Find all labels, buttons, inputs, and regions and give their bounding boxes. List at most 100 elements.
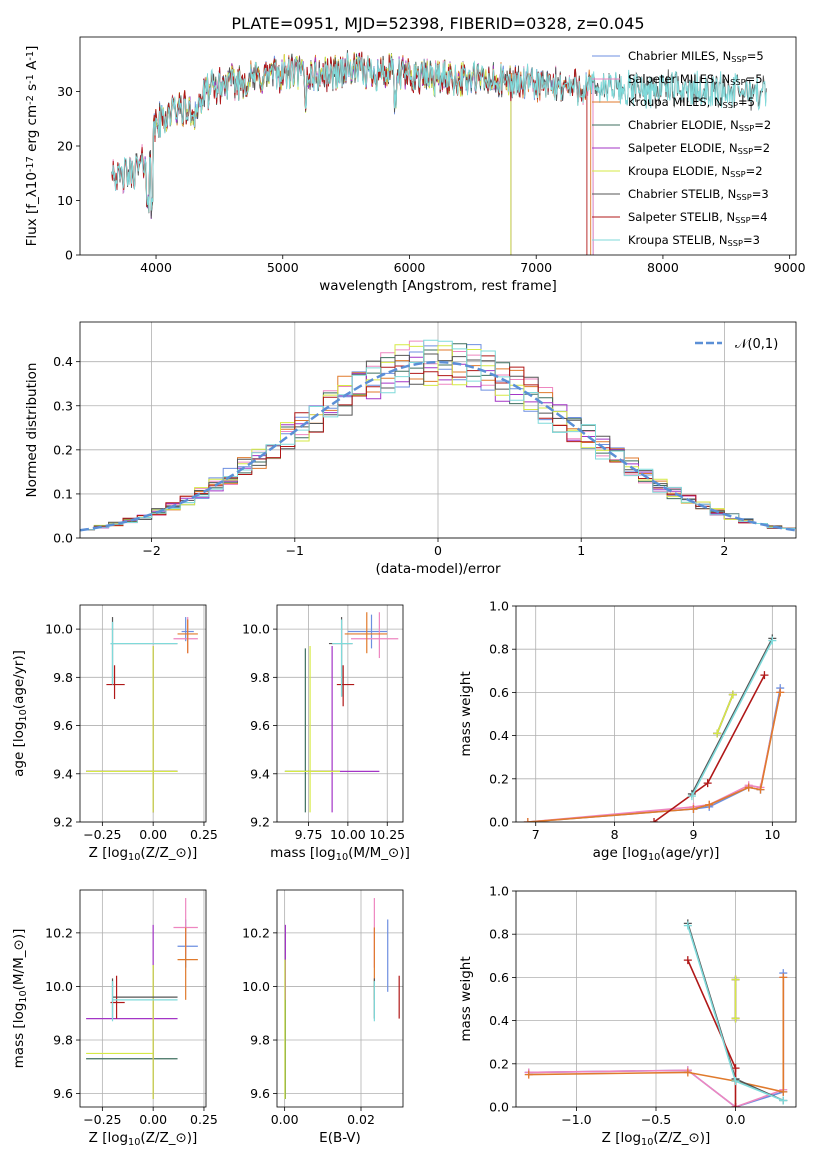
weight-marker-kroupa_stelib <box>687 792 696 801</box>
x-axis-label: (data-model)/error <box>375 561 501 577</box>
errorbar-chabrier_miles <box>177 919 198 968</box>
y-axis-label: mass weight <box>458 956 474 1041</box>
x-axis-label: Z [log10(Z/Z_⊙)] <box>89 845 198 863</box>
weight-line-kroupa_miles <box>527 692 781 822</box>
errorbar-kroupa_miles <box>177 927 198 1000</box>
axes-mass_weight_vs_Z: −1.0 −0.5 0.0 0.0 0.2 0.4 0.6 0.8 1.0 Z [log10(Z/… <box>458 884 797 1148</box>
x-tick-label: 0.25 <box>190 1112 218 1127</box>
figure-title: PLATE=0951, MJD=52398, FIBERID=0328, z=0… <box>231 14 644 33</box>
y-tick-label: 0.6 <box>489 970 509 985</box>
legend-label-salpeter_stelib: Salpeter STELIB, NSSP=4 <box>628 210 768 225</box>
y-tick-label: 9.6 <box>250 1086 270 1101</box>
x-tick-label: 0.0 <box>726 1112 746 1127</box>
legend-spectrum: Chabrier MILES, NSSP=5 Salpeter MILES, NS… <box>592 49 771 248</box>
x-tick-label: 10 <box>764 827 780 842</box>
y-tick-label: 10.0 <box>45 622 73 637</box>
y-tick-label: 0.0 <box>53 531 73 546</box>
x-tick-label: −0.25 <box>83 827 121 842</box>
errorbar-salpeter_elodie <box>86 645 178 813</box>
x-tick-label: 9000 <box>774 260 806 275</box>
y-tick-label: 9.8 <box>53 670 73 685</box>
axes-mass_vs_Z: −0.25 0.00 0.25 9.6 9.8 10.0 10.2 Z [log10(Z/Z_… <box>11 889 218 1148</box>
x-axis-label: Z [log10(Z/Z_⊙)] <box>89 1130 198 1148</box>
weight-marker-kroupa_miles <box>776 688 785 697</box>
weight-marker-kroupa_elodie <box>728 690 737 699</box>
weight-line-chabrier_stelib <box>691 638 774 795</box>
axes-residual_hist: −2 −1 0 1 2 0.0 0.1 0.2 0.3 0.4 (data-model)/error… <box>24 321 797 577</box>
plot-area-age_vs_mass <box>284 612 399 813</box>
axes-age_vs_mass: 9.75 10.00 10.25 9.2 9.4 9.6 9.8 10.0 mass [log1… <box>242 604 410 863</box>
axes-mass_weight_vs_age: 7 8 9 10 0.0 0.2 0.4 0.6 0.8 1.0 age [log10(age/yr… <box>458 599 797 863</box>
plot-area-spectrum <box>111 49 767 255</box>
axes-frame <box>276 604 404 823</box>
spectrum-line-kroupa_stelib <box>111 52 767 213</box>
y-tick-label: 0.4 <box>489 728 509 743</box>
plot-area-mass_vs_Z <box>86 898 198 1099</box>
y-tick-label: 0.6 <box>489 685 509 700</box>
y-tick-label: 9.6 <box>250 718 270 733</box>
legend-label-kroupa_stelib: Kroupa STELIB, NSSP=3 <box>628 233 760 248</box>
weight-marker-kroupa_elodie <box>731 1014 740 1023</box>
x-tick-label: 0.00 <box>271 1112 299 1127</box>
weight-marker-kroupa_miles <box>756 785 765 794</box>
x-tick-label: −0.25 <box>83 1112 121 1127</box>
y-tick-label: 9.4 <box>250 766 270 781</box>
weight-marker-kroupa_miles <box>705 800 714 809</box>
errorbar-salpeter_stelib <box>106 665 125 700</box>
x-tick-label: 10.00 <box>330 827 366 842</box>
y-tick-label: 0.2 <box>489 771 509 786</box>
plot-area-mass_weight_vs_Z <box>524 919 788 1107</box>
x-tick-label: 7 <box>532 827 540 842</box>
y-axis-label: mass weight <box>458 671 474 756</box>
y-tick-label: 9.8 <box>250 670 270 685</box>
legend-label-salpeter_elodie: Salpeter ELODIE, NSSP=2 <box>628 141 770 156</box>
y-tick-label: 10.0 <box>242 979 270 994</box>
errorbar-kroupa_stelib <box>110 621 178 685</box>
weight-line-salpeter_miles <box>527 692 781 822</box>
hist-step-chabrier_stelib <box>80 353 796 531</box>
errorbar-salpeter_stelib <box>336 665 355 707</box>
y-tick-label: 0.8 <box>489 642 509 657</box>
y-tick-label: 20 <box>57 139 73 154</box>
weight-marker-salpeter_stelib <box>731 1064 740 1073</box>
axes-age_vs_Z: −0.25 0.00 0.25 9.2 9.4 9.6 9.8 10.0 Z [log10(Z/… <box>11 604 218 863</box>
weight-marker-salpeter_stelib <box>683 956 692 965</box>
x-tick-label: 0.00 <box>139 1112 167 1127</box>
y-tick-label: 10.0 <box>45 979 73 994</box>
errorbar-salpeter_miles <box>351 612 399 659</box>
x-tick-label: 8000 <box>647 260 679 275</box>
axes-frame <box>79 321 797 539</box>
weight-marker-kroupa_elodie <box>713 729 722 738</box>
y-tick-label: 0.2 <box>53 442 73 457</box>
weight-marker-salpeter_stelib <box>760 671 769 680</box>
x-tick-label: −2 <box>142 543 160 558</box>
x-tick-label: 0.02 <box>347 1112 375 1127</box>
x-tick-label: 0.25 <box>190 827 218 842</box>
x-tick-label: 2 <box>720 543 728 558</box>
weight-marker-salpeter_stelib <box>731 1103 740 1107</box>
y-tick-label: 0.8 <box>489 927 509 942</box>
y-tick-label: 0.2 <box>489 1056 509 1071</box>
legend-label-chabrier_elodie: Chabrier ELODIE, NSSP=2 <box>628 118 771 133</box>
weight-line-chabrier_miles <box>527 687 781 822</box>
x-tick-label: 10.25 <box>369 827 405 842</box>
errorbar-kroupa_stelib <box>332 619 353 697</box>
errorbar-kroupa_stelib <box>111 981 178 1022</box>
weight-marker-kroupa_miles <box>779 973 788 982</box>
legend-label-chabrier_stelib: Chabrier STELIB, NSSP=3 <box>628 187 769 202</box>
weight-marker-kroupa_stelib <box>683 921 692 930</box>
axes-frame <box>515 890 797 1108</box>
y-tick-label: 0 <box>65 248 73 263</box>
y-tick-label: 9.6 <box>53 718 73 733</box>
weight-marker-kroupa_miles <box>744 783 753 792</box>
y-tick-label: 9.2 <box>250 815 270 830</box>
plot-area-residual_hist <box>80 339 796 532</box>
axes-frame <box>515 605 797 823</box>
weight-line-salpeter_stelib <box>653 674 766 822</box>
errorbar-salpeter_elodie <box>86 924 178 1099</box>
y-tick-label: 1.0 <box>489 599 509 614</box>
weight-marker-kroupa_elodie <box>731 975 740 984</box>
errorbar-chabrier_stelib <box>110 617 178 685</box>
x-axis-label: Z [log10(Z/Z_⊙)] <box>602 1130 711 1148</box>
weight-line-kroupa_stelib <box>691 640 774 797</box>
